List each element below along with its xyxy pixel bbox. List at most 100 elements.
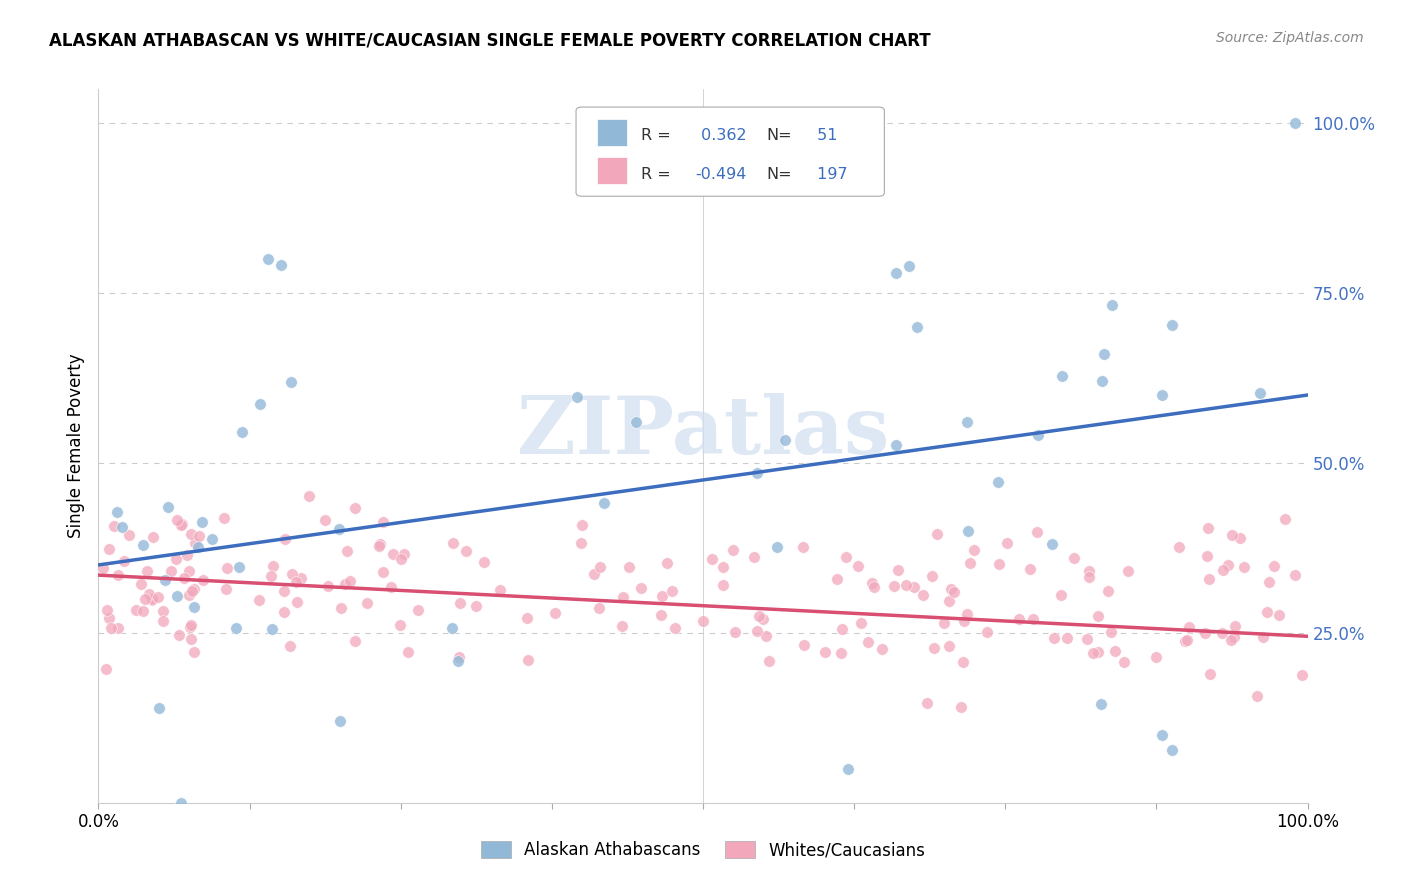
Point bbox=[650, 607, 672, 622]
Point bbox=[1021, 612, 1043, 626]
Point bbox=[897, 259, 920, 273]
Point bbox=[1101, 298, 1123, 312]
Point bbox=[1216, 558, 1239, 573]
Text: N=: N= bbox=[766, 167, 792, 182]
Point bbox=[1152, 388, 1174, 402]
Point bbox=[834, 549, 856, 564]
Point bbox=[1091, 375, 1114, 389]
Point bbox=[567, 390, 589, 404]
Point bbox=[447, 654, 470, 668]
Text: 51: 51 bbox=[811, 128, 838, 143]
Point bbox=[112, 554, 135, 568]
Point bbox=[472, 556, 495, 570]
Text: 197: 197 bbox=[811, 167, 848, 182]
Point bbox=[330, 601, 353, 615]
Point bbox=[1026, 524, 1049, 539]
Point bbox=[368, 537, 391, 551]
Point bbox=[932, 616, 955, 631]
Point bbox=[1090, 697, 1112, 711]
Point bbox=[884, 438, 907, 452]
Point bbox=[837, 762, 859, 776]
Y-axis label: Single Female Poverty: Single Female Poverty bbox=[66, 354, 84, 538]
Point bbox=[883, 579, 905, 593]
Point bbox=[755, 629, 778, 643]
Point bbox=[1099, 624, 1122, 639]
Point bbox=[449, 596, 471, 610]
Point bbox=[544, 606, 567, 620]
Point bbox=[1081, 646, 1104, 660]
Point bbox=[1268, 608, 1291, 623]
Point bbox=[751, 612, 773, 626]
Point bbox=[1087, 645, 1109, 659]
Point bbox=[170, 517, 193, 532]
Point bbox=[610, 619, 633, 633]
Point bbox=[742, 550, 765, 565]
Point bbox=[911, 588, 934, 602]
Point bbox=[1167, 540, 1189, 554]
Point bbox=[132, 538, 155, 552]
Point bbox=[1018, 562, 1040, 576]
Point bbox=[1178, 620, 1201, 634]
Point bbox=[1233, 560, 1256, 574]
Point bbox=[700, 552, 723, 566]
Point bbox=[887, 563, 910, 577]
Point bbox=[284, 575, 307, 590]
Point bbox=[388, 618, 411, 632]
Point bbox=[231, 425, 253, 440]
Point bbox=[903, 580, 925, 594]
Text: R =: R = bbox=[641, 128, 671, 143]
Point bbox=[382, 547, 405, 561]
Point bbox=[329, 714, 352, 729]
Point bbox=[180, 527, 202, 541]
Point bbox=[146, 590, 169, 604]
FancyBboxPatch shape bbox=[576, 107, 884, 196]
Point bbox=[516, 653, 538, 667]
Point bbox=[152, 614, 174, 628]
Point bbox=[1249, 386, 1271, 401]
Point bbox=[1246, 690, 1268, 704]
Point bbox=[1284, 116, 1306, 130]
Point bbox=[260, 569, 283, 583]
Point bbox=[814, 644, 837, 658]
Point bbox=[336, 543, 359, 558]
Point bbox=[856, 635, 879, 649]
Point bbox=[155, 573, 177, 587]
Point bbox=[157, 500, 180, 514]
Point bbox=[905, 320, 928, 334]
Point bbox=[180, 632, 202, 646]
Point bbox=[1152, 728, 1174, 742]
Point bbox=[938, 639, 960, 653]
Point bbox=[589, 560, 612, 574]
Point bbox=[1284, 568, 1306, 582]
Point bbox=[953, 615, 976, 629]
Point bbox=[97, 542, 120, 557]
Point bbox=[870, 641, 893, 656]
Point bbox=[583, 566, 606, 581]
Point bbox=[166, 589, 188, 603]
Point bbox=[488, 582, 510, 597]
Point bbox=[1220, 633, 1243, 648]
Point bbox=[1092, 346, 1115, 360]
Point bbox=[278, 639, 301, 653]
Point bbox=[111, 519, 134, 533]
Point bbox=[1087, 609, 1109, 624]
Point bbox=[571, 535, 593, 549]
Point bbox=[1197, 521, 1219, 535]
Point bbox=[1223, 619, 1246, 633]
Point bbox=[392, 547, 415, 561]
Point bbox=[176, 549, 198, 563]
Point bbox=[107, 568, 129, 582]
Point bbox=[1274, 512, 1296, 526]
Point bbox=[159, 565, 181, 579]
Point bbox=[1052, 368, 1074, 383]
Point bbox=[956, 607, 979, 621]
Point bbox=[134, 592, 156, 607]
Point bbox=[952, 655, 974, 669]
Text: R =: R = bbox=[641, 167, 671, 182]
Point bbox=[846, 559, 869, 574]
Point bbox=[922, 640, 945, 655]
Point bbox=[138, 586, 160, 600]
Point bbox=[465, 599, 488, 613]
Point bbox=[333, 577, 356, 591]
Point bbox=[339, 574, 361, 589]
